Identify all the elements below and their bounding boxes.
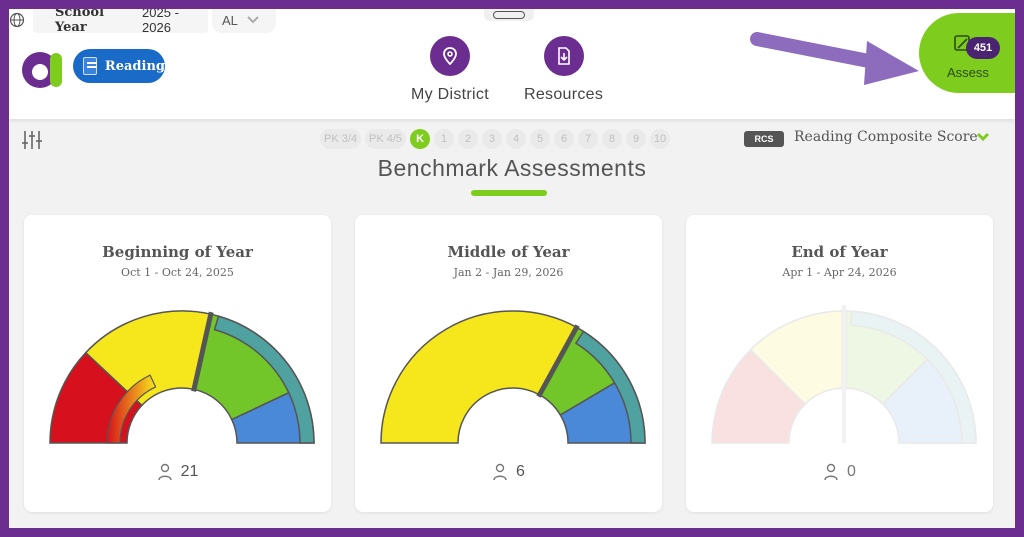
student-count-value: 0 xyxy=(847,463,856,480)
title-underline xyxy=(471,190,547,196)
gauge-divider xyxy=(191,311,214,392)
gauge-teal-band xyxy=(213,315,315,444)
score-type-tag: RCS xyxy=(744,131,784,147)
benchmark-gauge xyxy=(380,310,646,444)
card-dates: Oct 1 - Oct 24, 2025 xyxy=(121,266,234,279)
grade-6[interactable]: 6 xyxy=(554,129,575,149)
grade-8[interactable]: 8 xyxy=(602,129,623,149)
grade-k[interactable]: K xyxy=(410,129,431,149)
top-bar: School Year 2025 - 2026 AL Reading My Di… xyxy=(9,9,1015,119)
collapse-handle[interactable] xyxy=(484,9,534,21)
chevron-down-icon xyxy=(247,16,259,24)
nav-resources-label: Resources xyxy=(524,86,604,103)
gauge-group xyxy=(711,305,977,444)
gauge-segment-yellow xyxy=(749,310,845,406)
chevron-down-icon[interactable] xyxy=(975,129,991,145)
grade-1[interactable]: 1 xyxy=(434,129,455,149)
assess-button[interactable]: 451 Assess xyxy=(919,13,1015,93)
nav-resources[interactable]: Resources xyxy=(524,36,603,104)
document-download-icon xyxy=(543,36,584,76)
school-year-label: School Year xyxy=(55,9,105,35)
app-frame: School Year 2025 - 2026 AL Reading My Di… xyxy=(9,9,1015,528)
student-count: 21 xyxy=(24,463,331,481)
gauge-group xyxy=(380,310,646,444)
page-title: Benchmark Assessments xyxy=(377,155,647,181)
person-icon xyxy=(157,463,172,481)
card-dates: Apr 1 - Apr 24, 2026 xyxy=(782,266,897,279)
card-dates: Jan 2 - Jan 29, 2026 xyxy=(453,266,564,279)
card-beginning-of-year[interactable]: Beginning of Year Oct 1 - Oct 24, 2025 2… xyxy=(24,215,331,512)
student-count-value: 21 xyxy=(180,463,199,480)
book-icon xyxy=(83,57,97,75)
assess-label: Assess xyxy=(947,65,989,80)
grade-3[interactable]: 3 xyxy=(482,129,503,149)
grade-pk34[interactable]: PK 3/4 xyxy=(320,129,362,149)
filters-icon[interactable] xyxy=(21,129,43,151)
gauge-segment-yellow xyxy=(84,310,212,407)
location-pin-icon xyxy=(429,36,470,76)
subject-reading-button[interactable]: Reading xyxy=(73,49,165,83)
card-title: Middle of Year xyxy=(447,243,570,261)
gauge-segment-green xyxy=(843,310,939,406)
grade-selector: PK 3/4 PK 4/5 K 1 2 3 4 5 6 7 8 9 10 xyxy=(320,129,671,149)
card-end-of-year[interactable]: End of Year Apr 1 - Apr 24, 2026 0 xyxy=(686,215,993,512)
student-count-value: 6 xyxy=(516,463,525,480)
person-icon xyxy=(824,463,838,481)
person-icon xyxy=(493,463,507,481)
card-title: End of Year xyxy=(791,243,888,261)
gauge-segment-yellow xyxy=(380,310,578,444)
gauge-teal-band xyxy=(574,330,646,444)
grade-4[interactable]: 4 xyxy=(506,129,527,149)
subject-label: Reading xyxy=(104,58,165,74)
school-year-selector[interactable]: School Year 2025 - 2026 xyxy=(33,9,208,35)
handle-icon xyxy=(493,11,525,19)
gauge-group xyxy=(49,310,315,444)
benchmark-gauge xyxy=(49,310,315,444)
benchmark-gauge xyxy=(711,305,977,444)
state-value: AL xyxy=(222,12,238,28)
assess-count-badge: 451 xyxy=(966,37,1000,59)
globe-icon[interactable] xyxy=(9,12,25,28)
grade-7[interactable]: 7 xyxy=(578,129,599,149)
grade-pk45[interactable]: PK 4/5 xyxy=(365,129,407,149)
gauge-progress-ring xyxy=(106,374,157,444)
gauge-divider xyxy=(536,324,580,398)
state-selector[interactable]: AL xyxy=(212,9,276,33)
card-title: Beginning of Year xyxy=(102,243,253,261)
gauge-teal-band xyxy=(850,310,977,444)
gauge-segment-blue xyxy=(881,348,977,444)
student-count: 0 xyxy=(686,463,993,481)
nav-my-district-label: My District xyxy=(411,86,489,103)
callout-arrow xyxy=(750,32,919,85)
school-year-value: 2025 - 2026 xyxy=(142,9,179,35)
card-middle-of-year[interactable]: Middle of Year Jan 2 - Jan 29, 2026 6 xyxy=(355,215,662,512)
grade-9[interactable]: 9 xyxy=(626,129,647,149)
grade-5[interactable]: 5 xyxy=(530,129,551,149)
gauge-segment-red xyxy=(711,348,807,444)
nav-my-district[interactable]: My District xyxy=(411,36,489,104)
grade-2[interactable]: 2 xyxy=(458,129,479,149)
app-logo[interactable] xyxy=(19,45,65,91)
student-count: 6 xyxy=(355,463,662,481)
grade-10[interactable]: 10 xyxy=(650,129,671,149)
score-type-label[interactable]: Reading Composite Score xyxy=(794,129,978,145)
